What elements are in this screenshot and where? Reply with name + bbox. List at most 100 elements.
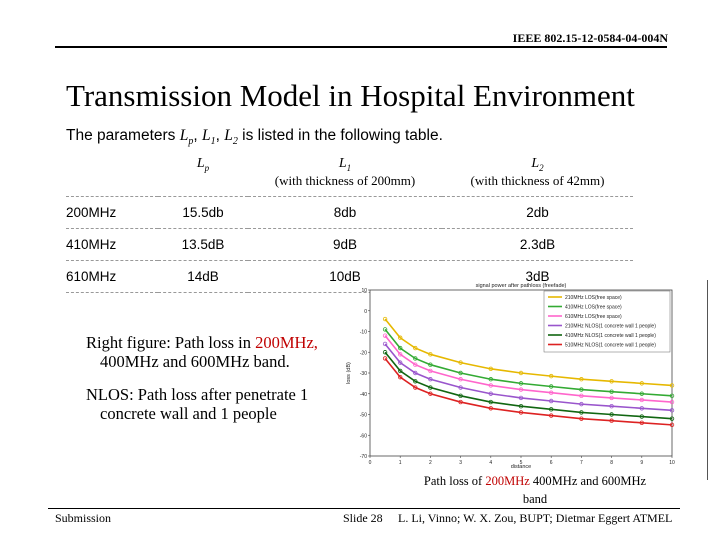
data-point: [488, 383, 493, 388]
cell-l1: 10dB: [329, 269, 361, 284]
data-point: [669, 416, 675, 421]
series-line: [384, 351, 673, 420]
data-point: [428, 385, 433, 390]
data-point: [579, 393, 584, 399]
legend-box: [543, 290, 671, 353]
x-tick-label: 4: [489, 460, 492, 466]
data-point: [428, 352, 433, 357]
intro-sym-l1: L1: [201, 127, 216, 148]
data-point: [579, 377, 584, 382]
data-point: [579, 410, 584, 415]
data-point: [579, 401, 584, 407]
document-id: IEEE 802.15-12-0584-04-004N: [512, 31, 668, 45]
footer-authors: L. Li, Vinno; W. X. Zou, BUPT; Dietmar E…: [398, 511, 673, 525]
legend-entry: 410MHz LOS(free space): [565, 305, 622, 311]
legend-entry: 410MHz NLOS(1 concrete wall 1 people): [565, 333, 656, 339]
data-point: [518, 410, 524, 415]
cell-l2: 3dB: [525, 269, 550, 284]
header-cell-lp: Lp: [196, 156, 210, 173]
data-point: [398, 335, 403, 340]
data-point: [579, 387, 584, 392]
data-point: [579, 416, 584, 421]
data-point: [413, 356, 418, 361]
y-tick-label: 10: [361, 288, 367, 294]
y-tick-label: -50: [360, 413, 367, 419]
data-point: [428, 377, 433, 382]
x-tick-label: 3: [459, 460, 462, 466]
table-header-row: Lp L1 (with thickness of 200mm) L2 (with…: [66, 150, 633, 197]
header-note-l2: (with thickness of 42mm): [470, 172, 605, 188]
footer-slide-number: Slide 28: [343, 511, 383, 525]
data-point: [488, 366, 493, 372]
x-axis-label: distance: [511, 464, 532, 470]
x-tick-label: 1: [399, 460, 402, 466]
data-point: [398, 368, 403, 374]
data-point: [639, 381, 644, 386]
parameter-table: Lp L1 (with thickness of 200mm) L2 (with…: [66, 150, 633, 293]
data-point: [458, 377, 463, 382]
x-tick-label: 7: [580, 460, 583, 466]
notes-block: Right figure: Path loss in 200MHz, 400MH…: [86, 333, 356, 437]
chart-title: signal power after pathloss (freefade): [476, 283, 567, 289]
data-point: [639, 406, 644, 411]
data-point: [639, 391, 644, 396]
data-point: [669, 422, 675, 428]
data-point: [609, 412, 614, 417]
y-tick-label: -70: [360, 454, 367, 460]
cell-lp: 15.5db: [182, 205, 224, 220]
data-point: [518, 387, 524, 392]
data-point: [609, 395, 614, 401]
data-point: [548, 407, 554, 412]
data-point: [609, 379, 614, 384]
data-point: [609, 389, 614, 394]
cell-l2: 2db: [526, 205, 549, 220]
x-tick-label: 10: [669, 460, 675, 466]
header-note-l1: (with thickness of 200mm): [274, 172, 416, 188]
intro-after: is listed in the following table.: [242, 127, 443, 144]
data-point: [488, 377, 493, 382]
data-point: [639, 420, 644, 425]
data-point: [458, 385, 463, 390]
data-point: [609, 403, 614, 409]
edge-divider: [707, 280, 708, 480]
x-tick-label: 8: [610, 460, 613, 466]
data-point: [639, 414, 644, 419]
data-point: [458, 399, 463, 405]
data-point: [398, 352, 403, 357]
data-point: [382, 327, 388, 332]
cell-lp: 14dB: [187, 269, 219, 284]
x-tick-label: 5: [520, 460, 523, 466]
table-row: 610MHz 14dB 10dB 3dB: [66, 261, 633, 293]
data-point: [428, 362, 433, 367]
header-cell-empty: [66, 150, 158, 197]
intro-sym-l2: L2: [224, 127, 238, 148]
series-line: [384, 328, 673, 397]
intro-comma: ,: [193, 127, 198, 144]
series-line: [384, 318, 673, 387]
y-tick-label: -10: [360, 330, 367, 336]
y-tick-label: -30: [360, 371, 367, 377]
data-point: [548, 384, 554, 389]
cell-l1: 8db: [333, 205, 357, 220]
series-line: [384, 343, 673, 412]
data-point: [669, 408, 675, 413]
intro-comma: ,: [215, 127, 220, 144]
data-point: [518, 395, 524, 401]
cell-freq: 200MHz: [66, 205, 117, 220]
legend-entry: 510MHz NLOS(1 concrete wall 1 people): [565, 343, 656, 349]
data-point: [609, 418, 614, 423]
legend-entry: 210MHz NLOS(1 concrete wall 1 people): [565, 324, 656, 330]
footer-rule: [48, 508, 680, 509]
data-point: [458, 393, 463, 399]
data-point: [488, 391, 493, 396]
data-point: [428, 391, 433, 396]
y-axis-label: loss (dB): [346, 362, 352, 384]
intro-before: The parameters: [66, 127, 176, 144]
data-point: [458, 360, 463, 365]
data-point: [518, 403, 524, 409]
data-point: [413, 345, 418, 351]
path-loss-chart: signal power after pathloss (freefade) 10…: [346, 283, 675, 470]
data-point: [382, 316, 388, 322]
legend-entry: 210MHz LOS(free space): [565, 295, 622, 301]
data-point: [428, 368, 433, 374]
